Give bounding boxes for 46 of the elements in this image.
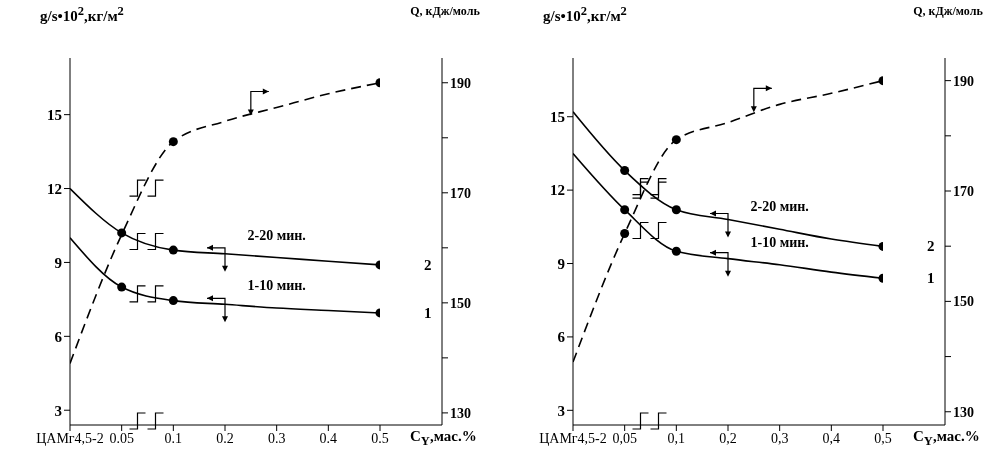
x-tick-label: 0,05 (612, 430, 637, 446)
y-axis-title: g/s•10$^{2}$,кг/м$^{2}$ (40, 4, 124, 25)
y2-axis-title: Q, кДж/моль (409, 4, 481, 19)
x-tick-label: 0.05 (109, 430, 134, 446)
text: 1 (424, 304, 432, 321)
x-tick-label: 0.1 (164, 430, 183, 446)
y-tick-label: 12 (550, 182, 565, 199)
x-axis-title: C$_{Y}$,мас.% (913, 428, 980, 449)
x-tick-label: 0.3 (267, 430, 286, 446)
y2-tick-label: 190 (450, 75, 471, 91)
text: 2 (424, 256, 432, 273)
y-tick-label: 6 (557, 329, 566, 346)
y2-axis-title: Q, кДж/моль (912, 4, 984, 19)
y2-tick-label: 130 (450, 405, 471, 421)
x-tick-label: ЦАМг4,5-2 (36, 430, 104, 446)
y-tick-label: 9 (557, 255, 565, 272)
text: 2 (927, 238, 935, 255)
x-tick-label: 0,2 (719, 430, 737, 446)
y-tick-label: 9 (54, 254, 62, 271)
y2-tick-label: 170 (450, 185, 471, 201)
x-tick-label: 0,3 (770, 430, 789, 446)
x-tick-label: ЦАМг4,5-2 (539, 430, 607, 446)
x-tick-label: 0.2 (216, 430, 234, 446)
annotation: 1-10 мин. (749, 234, 810, 251)
y-axis-title: g/s•10$^{2}$,кг/м$^{2}$ (543, 4, 627, 25)
y2-tick-label: 190 (953, 73, 974, 89)
y-tick-label: 6 (54, 328, 63, 345)
x-tick-label: 0,1 (667, 430, 686, 446)
y2-tick-label: 150 (450, 295, 471, 311)
y2-tick-label: 170 (953, 183, 974, 199)
x-tick-label: 0.4 (319, 430, 338, 446)
x-tick-label: 0,4 (822, 430, 841, 446)
y-tick-label: 15 (47, 106, 62, 123)
y-tick-label: 3 (557, 402, 565, 419)
text: 1 (927, 270, 935, 287)
x-tick-label: 0,5 (874, 430, 892, 446)
annotation: 2-20 мин. (246, 227, 307, 244)
x-axis-title: C$_{Y}$,мас.% (410, 428, 477, 449)
annotation: 1-10 мин. (246, 278, 307, 294)
x-tick-label: 0.5 (371, 430, 389, 446)
y-tick-label: 15 (550, 109, 565, 126)
y2-tick-label: 130 (953, 404, 974, 420)
y2-tick-label: 150 (953, 294, 974, 310)
annotation: 2-20 мин. (749, 199, 810, 216)
y-tick-label: 12 (47, 180, 62, 197)
y-tick-label: 3 (54, 402, 62, 419)
